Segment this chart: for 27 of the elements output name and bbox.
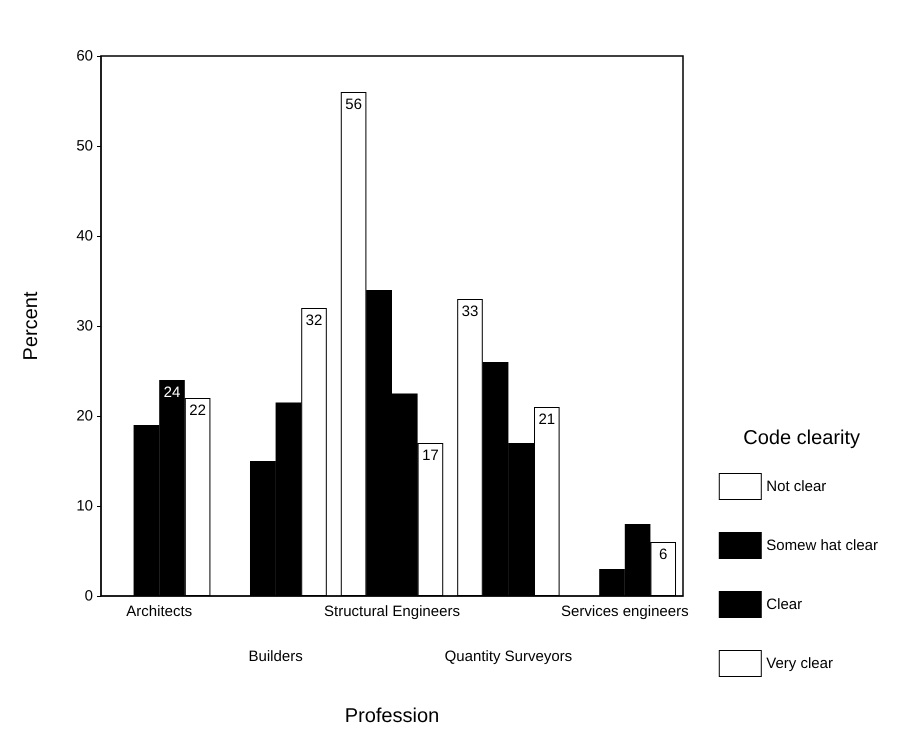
y-tick-label: 40: [76, 228, 93, 244]
legend-label: Very clear: [766, 655, 833, 672]
x-axis-title: Profession: [344, 705, 440, 727]
y-tick-label: 0: [84, 588, 93, 604]
y-tick-label: 20: [76, 408, 93, 424]
x-tick-label: Architects: [126, 603, 192, 620]
legend-label: Somew hat clear: [766, 537, 878, 554]
y-tick-label: 50: [76, 138, 93, 154]
y-axis-title: Percent: [20, 291, 42, 360]
data-label: 33: [462, 303, 478, 320]
y-tick-label: 60: [76, 48, 93, 64]
data-label: 6: [659, 546, 668, 563]
legend-title: Code clearity: [743, 427, 860, 449]
x-tick-label: Builders: [248, 648, 303, 665]
x-tick-label: Structural Engineers: [324, 603, 460, 620]
data-label: 24: [164, 384, 180, 401]
legend-label: Clear: [766, 596, 802, 613]
data-label: 56: [345, 96, 362, 113]
x-tick-label: Services engineers: [561, 603, 689, 620]
legend-label: Not clear: [766, 478, 826, 495]
y-tick-label: 10: [76, 498, 93, 514]
data-label: 32: [306, 312, 322, 329]
y-tick-label: 30: [76, 318, 93, 334]
x-tick-label: Quantity Surveyors: [444, 648, 572, 665]
data-label: 17: [422, 447, 439, 464]
data-label: 22: [189, 402, 206, 419]
data-label: 21: [538, 411, 556, 428]
